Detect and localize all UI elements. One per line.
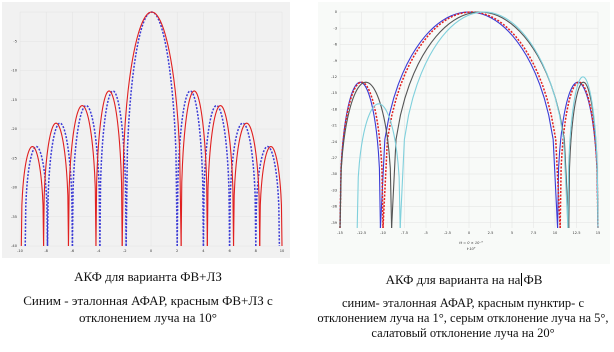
plot-background [318,2,610,264]
x-tick-label: -7.5 [401,231,408,235]
left-chart-title-caption: АКФ для варианта ФВ+ЛЗ [0,268,296,285]
chart-annotation: tt = 0 × 10⁻⁹ [459,241,483,245]
right-chart-description: синим- эталонная АФАР, красным пунктир- … [312,296,614,341]
y-tick-label: -12 [331,75,337,79]
y-tick-label: -27 [331,156,337,160]
left-chart-panel: -10 -8 -6 -4 -2 0 2 4 6 8 10 -5 -10 -15 -20 -25 -30 -35 -4… [2,2,290,258]
y-tick-label: -5 [13,39,17,43]
y-tick-label: -30 [331,172,338,176]
y-tick-label: -3 [333,26,337,30]
x-tick-label: 10 [280,249,285,253]
right-title-part-1: АКФ для варианта на на [386,272,521,287]
y-tick-label: -36 [331,205,338,209]
right-chart-panel: -15 -12.5 -10 -7.5 -5 -2.5 0 2.5 5 7.5 10 12.5 15 0 -3… [318,2,610,264]
y-tick-label: -35 [11,215,17,219]
x-tick-label: 7.5 [531,231,537,235]
x-tick-label: 12.5 [572,231,580,235]
right-acf-chart: -15 -12.5 -10 -7.5 -5 -2.5 0 2.5 5 7.5 10 12.5 150-3… [318,2,610,264]
y-tick-label: -30 [11,186,18,190]
right-chart-title-caption: АКФ для варианта на на ФВ [316,271,612,288]
y-tick-label: -15 [331,91,337,95]
x-tick-label: 15 [596,231,601,235]
x-tick-label: -5 [424,231,428,235]
left-chart-description: Синим - эталонная АФАР, красным ФВ+ЛЗ с … [10,292,286,326]
y-tick-label: -33 [331,188,337,192]
y-tick-label: -40 [11,244,18,248]
x-tick-label: 5 [511,231,513,235]
y-tick-label: -21 [331,124,337,128]
x-tick-label: 2 [176,249,178,253]
y-tick-label: -18 [331,107,338,111]
right-title-part-2: ФВ [523,272,542,287]
x-tick-label: 2.5 [488,231,494,235]
y-tick-label: -20 [11,127,18,131]
y-tick-label: -25 [11,156,17,160]
x-tick-label: -10 [17,249,24,253]
x-tick-label: -2 [123,249,127,253]
x-tick-label: -15 [337,231,343,235]
x-tick-label: -2.5 [444,231,451,235]
y-tick-label: -10 [11,69,18,73]
x-axis-label: t·10⁹ [467,247,476,251]
left-acf-chart: -10 -8 -6 -4 -2 0 2 4 6 8 10-5-10-15-20-25-30-35-4… [2,2,290,258]
y-tick-label: -15 [11,98,17,102]
y-tick-label: -24 [331,140,338,144]
x-tick-label: -10 [380,231,387,235]
x-tick-label: -12.5 [357,231,366,235]
x-tick-label: 10 [553,231,558,235]
y-tick-label: -39 [331,221,338,225]
